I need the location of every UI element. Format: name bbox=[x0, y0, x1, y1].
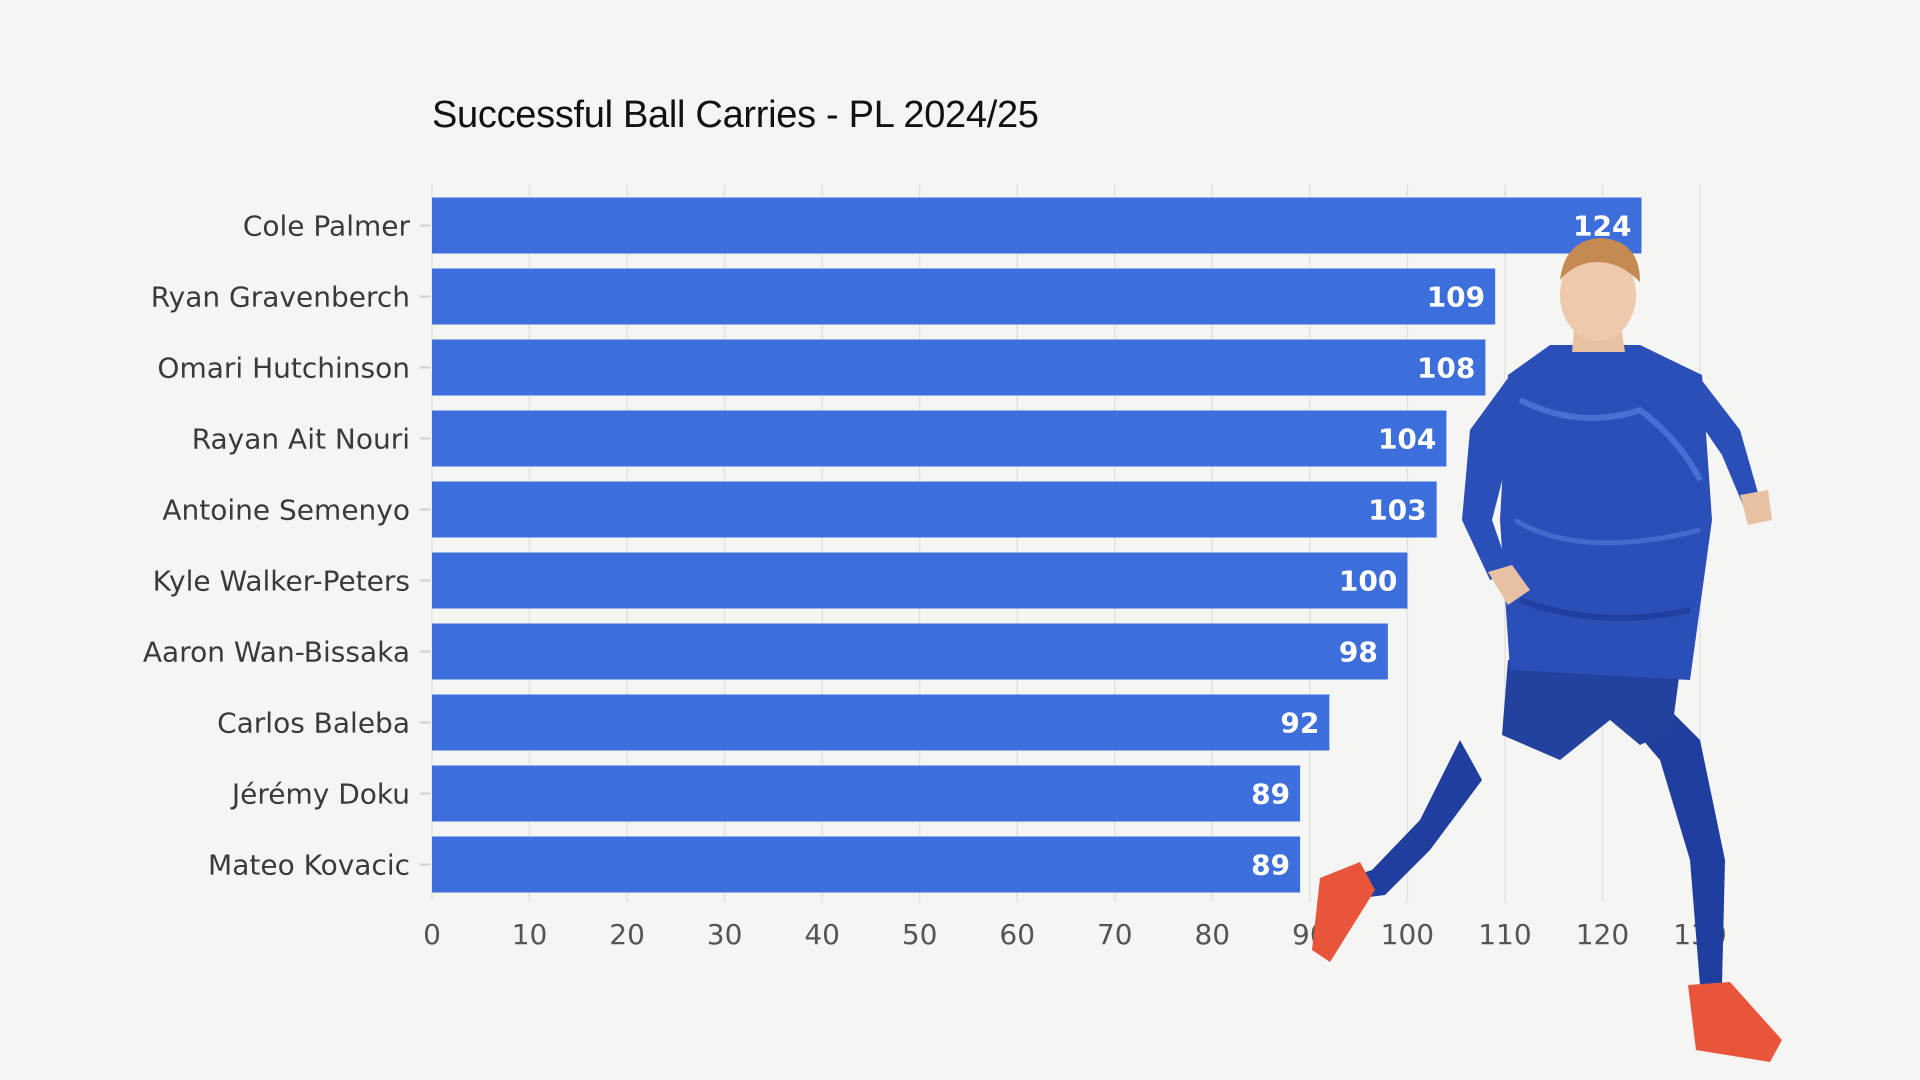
data-label: 98 bbox=[1339, 636, 1378, 669]
chart-title: Successful Ball Carries - PL 2024/25 bbox=[432, 94, 1039, 136]
bar bbox=[432, 552, 1408, 609]
category-labels: Cole Palmer Ryan Gravenberch Omari Hutchin… bbox=[143, 210, 430, 882]
bars bbox=[432, 197, 1642, 893]
data-labels: 124 109 108 104 103 100 98 92 89 89 bbox=[1251, 210, 1631, 882]
x-tick-label: 20 bbox=[609, 918, 645, 951]
x-tick-label: 0 bbox=[423, 918, 441, 951]
x-tick-label: 80 bbox=[1194, 918, 1230, 951]
category-label: Omari Hutchinson bbox=[157, 352, 410, 385]
x-axis-ticks: 0102030405060708090100110120130 bbox=[423, 918, 1727, 951]
bar bbox=[432, 623, 1388, 680]
data-label: 89 bbox=[1251, 849, 1290, 882]
category-label: Carlos Baleba bbox=[217, 707, 410, 740]
category-label: Mateo Kovacic bbox=[208, 849, 410, 882]
data-label: 103 bbox=[1368, 494, 1426, 527]
data-label: 108 bbox=[1417, 352, 1475, 385]
category-label: Cole Palmer bbox=[243, 210, 411, 243]
category-label: Antoine Semenyo bbox=[162, 494, 410, 527]
data-label: 89 bbox=[1251, 778, 1290, 811]
player-icon bbox=[1312, 238, 1782, 1062]
x-tick-label: 50 bbox=[902, 918, 938, 951]
bar bbox=[432, 339, 1486, 396]
category-label: Aaron Wan-Bissaka bbox=[143, 636, 410, 669]
x-tick-label: 120 bbox=[1576, 918, 1629, 951]
data-label: 104 bbox=[1378, 423, 1436, 456]
x-tick-label: 60 bbox=[999, 918, 1035, 951]
data-label: 109 bbox=[1427, 281, 1485, 314]
data-label: 124 bbox=[1573, 210, 1631, 243]
bar bbox=[432, 268, 1496, 325]
x-tick-label: 30 bbox=[707, 918, 743, 951]
bar bbox=[432, 836, 1301, 893]
category-label: Rayan Ait Nouri bbox=[192, 423, 410, 456]
bar bbox=[432, 410, 1447, 467]
data-label: 100 bbox=[1339, 565, 1397, 598]
x-tick-label: 110 bbox=[1478, 918, 1531, 951]
x-tick-label: 100 bbox=[1381, 918, 1434, 951]
bar bbox=[432, 694, 1330, 751]
data-label: 92 bbox=[1280, 707, 1319, 740]
category-label: Kyle Walker-Peters bbox=[153, 565, 410, 598]
x-tick-label: 40 bbox=[804, 918, 840, 951]
bar bbox=[432, 765, 1301, 822]
x-tick-label: 10 bbox=[512, 918, 548, 951]
bar bbox=[432, 481, 1437, 538]
category-label: Jérémy Doku bbox=[230, 778, 410, 811]
x-tick-label: 70 bbox=[1097, 918, 1133, 951]
bar bbox=[432, 197, 1642, 254]
category-label: Ryan Gravenberch bbox=[151, 281, 410, 314]
